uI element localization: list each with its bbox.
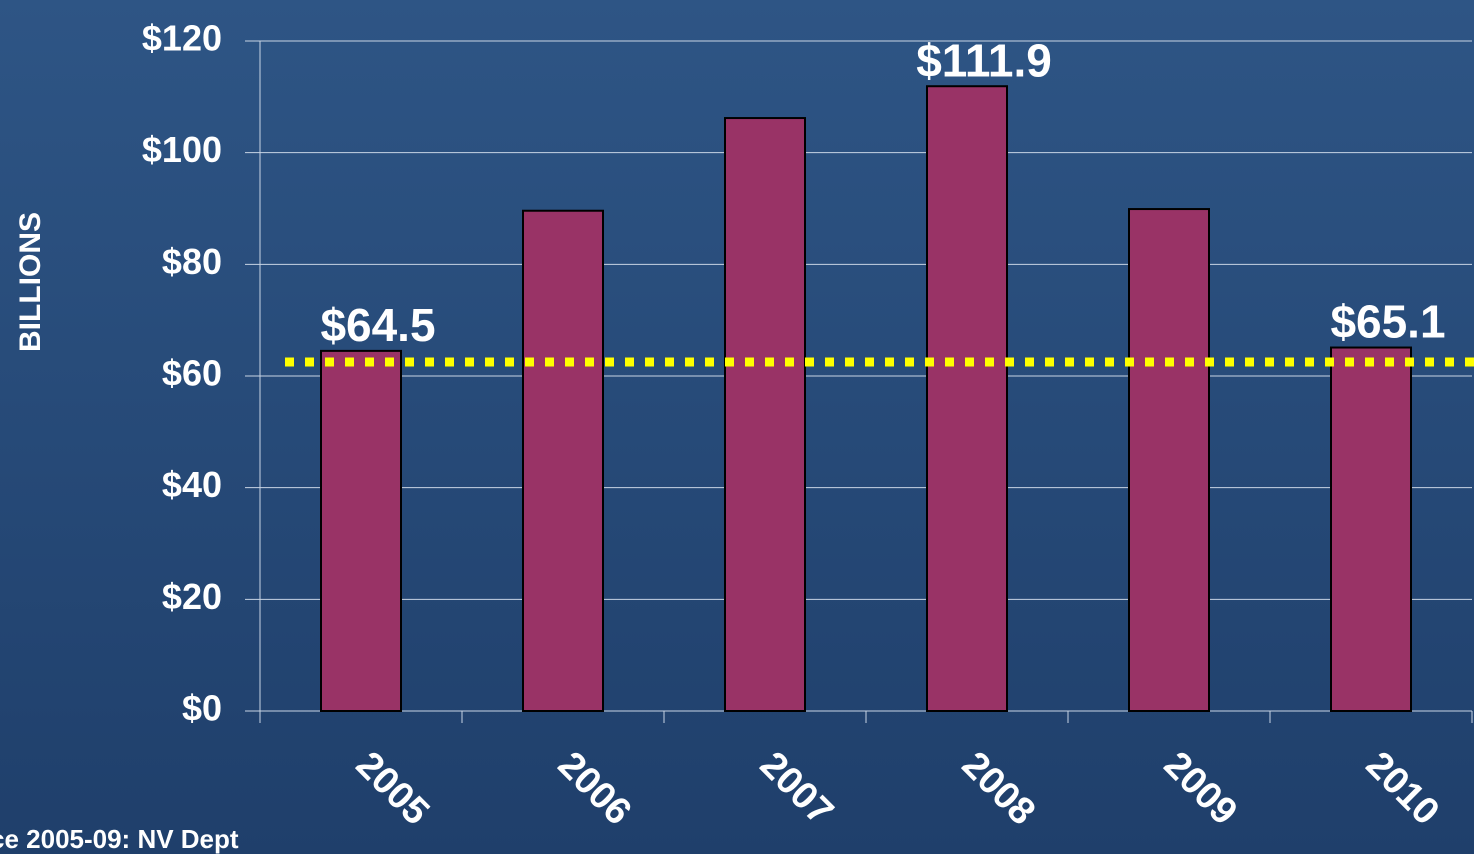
- value-label: $65.1: [1330, 296, 1445, 348]
- bar: [1129, 209, 1209, 711]
- bar: [523, 211, 603, 711]
- bar: [927, 86, 1007, 711]
- value-label: $111.9: [916, 34, 1052, 86]
- y-tick-label: $0: [182, 688, 222, 729]
- y-tick-label: $120: [142, 18, 222, 59]
- y-tick-label: $60: [162, 353, 222, 394]
- bar: [321, 351, 401, 711]
- chart: BILLIONS ce 2005-09: NV Dept $0 $20 $40 $60…: [0, 0, 1474, 854]
- page: BILLIONS ce 2005-09: NV Dept $0 $20 $40 $60…: [0, 0, 1474, 854]
- y-axis-label: BILLIONS: [14, 212, 47, 352]
- bar: [1331, 348, 1411, 711]
- y-tick-label: $20: [162, 576, 222, 617]
- source-note: ce 2005-09: NV Dept: [0, 824, 239, 854]
- bar: [725, 118, 805, 711]
- y-tick-label: $40: [162, 464, 222, 505]
- value-label: $64.5: [320, 299, 435, 351]
- y-tick-label: $80: [162, 241, 222, 282]
- y-tick-label: $100: [142, 129, 222, 170]
